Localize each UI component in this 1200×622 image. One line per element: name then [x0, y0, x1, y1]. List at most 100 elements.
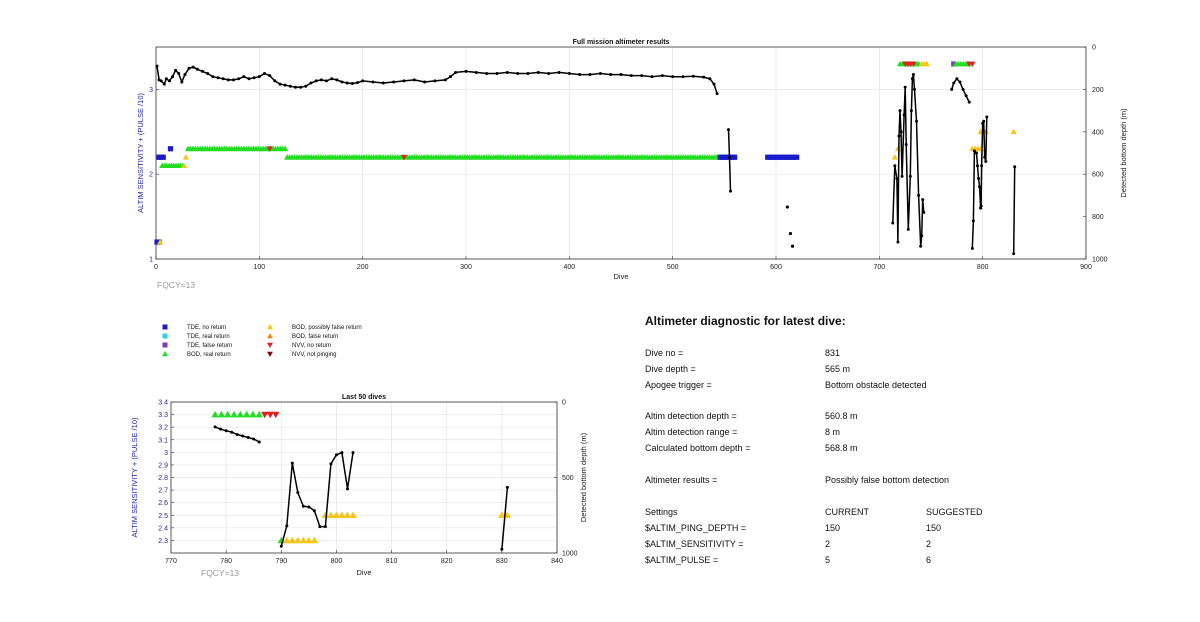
y-left-tick-label: 2.3	[158, 538, 168, 545]
setting-current-value: 150	[825, 523, 840, 533]
full-mission-chart: 0 100 200 300 400 500 600 700 800 900 1 2 3 0 200 400 60…	[136, 39, 1128, 290]
y-left-tick-label: 3.4	[158, 400, 168, 407]
depth-trace-point	[729, 189, 733, 193]
depth-trace-point	[371, 80, 375, 84]
nvv-not-pinging-legend-marker	[267, 351, 273, 357]
nvv-no-return-legend-marker	[267, 342, 273, 348]
depth-trace-point	[162, 82, 166, 86]
diagnostic-panel: Altimeter diagnostic for latest dive: Div…	[645, 314, 983, 565]
bod-real-return-marker	[211, 410, 219, 418]
x-axis-title: Dive	[356, 568, 371, 577]
depth-trace-line	[892, 74, 925, 247]
y-right-tick-label: 400	[1092, 129, 1104, 136]
depth-trace-point	[910, 77, 914, 81]
bod-possibly-false-return-marker	[299, 536, 308, 544]
bod-real-return-marker	[249, 410, 257, 418]
depth-trace-point	[640, 74, 644, 78]
bod-possibly-false-return-marker	[321, 511, 330, 519]
y-right-tick-label: 600	[1092, 172, 1104, 179]
depth-trace-point	[177, 72, 181, 75]
depth-trace-point	[712, 82, 716, 86]
depth-trace-point	[288, 84, 292, 88]
diagnostic-value: 560.8 m	[825, 411, 858, 421]
bod-possibly-false-return-marker	[294, 536, 302, 544]
depth-trace-point	[898, 109, 902, 113]
depth-point	[785, 205, 789, 209]
depth-trace-point	[588, 73, 592, 77]
x-tick-label: 0	[154, 264, 158, 271]
depth-trace-point	[967, 100, 971, 104]
depth-trace-point	[972, 149, 976, 153]
y-left-tick-label: 3.1	[158, 437, 168, 444]
chart-title: Full mission altimeter results	[573, 39, 670, 46]
depth-trace-point	[567, 72, 571, 75]
diagnostic-value: Bottom obstacle detected	[825, 380, 927, 390]
depth-trace-point	[547, 72, 551, 75]
marker-legend: TDE, no return TDE, real return TDE, false…	[162, 324, 362, 358]
depth-trace-point	[920, 234, 924, 238]
x-tick-label: 400	[563, 264, 575, 271]
x-tick-label: 700	[873, 264, 885, 271]
bod-possibly-false-return-marker	[180, 162, 188, 169]
setting-current-value: 2	[825, 539, 830, 549]
y-right-tick-label: 1000	[562, 551, 578, 558]
depth-trace-point	[361, 79, 365, 83]
bod-possibly-false-return-marker	[305, 536, 313, 544]
depth-trace-point	[917, 193, 921, 197]
diagnostic-label: Apogee trigger =	[645, 380, 712, 390]
depth-trace-point	[230, 430, 234, 434]
diagnostic-value: 831	[825, 348, 840, 358]
depth-trace-point	[412, 78, 416, 82]
depth-trace-point	[454, 70, 458, 74]
depth-trace-point	[893, 164, 897, 168]
depth-trace-point	[983, 155, 987, 159]
legend-label: BOD, possibly false return	[292, 325, 362, 331]
bod-possibly-false-return-marker	[338, 511, 346, 519]
nvv-no-return-marker	[910, 61, 917, 68]
depth-trace-point	[495, 72, 499, 75]
depth-trace-point	[1013, 165, 1017, 169]
depth-trace-point	[728, 155, 731, 159]
depth-trace-point	[187, 66, 191, 70]
x-tick-label: 770	[165, 558, 177, 565]
depth-trace-point	[263, 72, 266, 75]
depth-trace-point	[899, 130, 903, 134]
depth-trace-point	[908, 174, 912, 178]
depth-trace-point	[619, 73, 623, 77]
depth-trace-point	[381, 81, 385, 85]
diagnostic-label: Altim detection range =	[645, 427, 737, 437]
nvv-no-return-marker	[400, 154, 408, 161]
depth-trace-point	[915, 119, 919, 123]
y-right-tick-label: 1000	[1092, 257, 1108, 264]
diagnostic-label: Dive depth =	[645, 364, 696, 374]
depth-trace-point	[950, 87, 954, 91]
depth-trace-point	[285, 524, 289, 528]
bod-possibly-false-return-marker	[288, 536, 297, 544]
depth-trace-point	[485, 72, 489, 75]
depth-trace-point	[307, 505, 311, 509]
depth-trace-point	[433, 79, 437, 83]
bod-possibly-false-return-marker	[891, 154, 898, 160]
y-left-tick-label: 2.8	[158, 475, 168, 482]
diagnostic-heading: Altimeter diagnostic for latest dive:	[645, 314, 846, 328]
depth-trace-point	[961, 87, 965, 91]
depth-trace-point	[922, 210, 926, 214]
depth-trace-point	[252, 76, 256, 80]
x-tick-label: 600	[770, 264, 782, 271]
depth-trace-point	[242, 75, 246, 79]
depth-trace-point	[180, 80, 184, 84]
depth-trace-point	[609, 73, 613, 77]
bod-possibly-false-return-marker	[923, 60, 930, 67]
x-tick-label: 820	[441, 558, 453, 565]
setting-name: $ALTIM_PULSE =	[645, 555, 718, 565]
y-left-tick-label: 2	[149, 172, 153, 179]
depth-trace-line	[727, 129, 732, 192]
depth-trace-point	[257, 75, 261, 79]
depth-trace-point	[340, 80, 344, 84]
last-50-dives-chart: 770 780 790 800 810 820 830 840 2.3 2.4 2.5 2.6 2.7 2…	[130, 394, 588, 578]
depth-trace-point	[335, 78, 339, 82]
depth-trace-point	[171, 75, 175, 79]
depth-trace-point	[650, 75, 654, 79]
depth-trace-point	[241, 434, 245, 438]
